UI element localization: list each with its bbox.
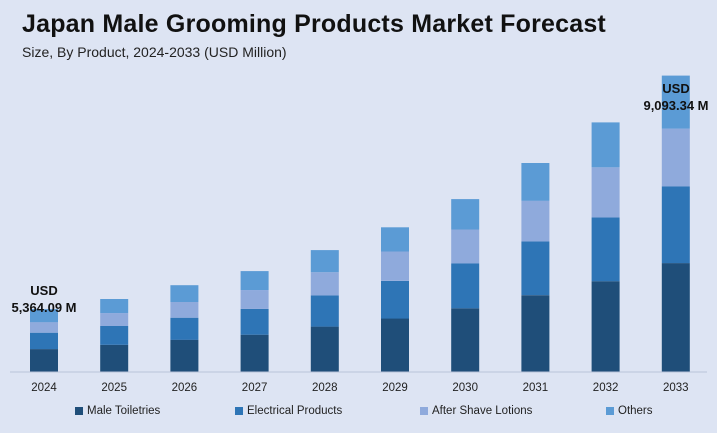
- bar-segment-electrical-products: [310, 295, 339, 327]
- legend-item: Male Toiletries: [75, 405, 160, 417]
- stacked-bar-chart: 2024 2025 2026 2027 2028 2029 2030 2031 2032 2033…: [10, 75, 709, 394]
- bar-segment-electrical-products: [30, 332, 58, 350]
- legend: Male Toiletries Electrical Products Afte…: [0, 405, 717, 429]
- bar-segment-after-shave-lotions: [661, 128, 690, 187]
- bar-segment-electrical-products: [661, 186, 690, 264]
- bar-segment-after-shave-lotions: [100, 313, 129, 326]
- last-total-currency: USD: [662, 81, 689, 96]
- chart-title: Japan Male Grooming Products Market Fore…: [22, 10, 606, 38]
- legend-label: Male Toiletries: [87, 405, 161, 417]
- bar-segment-electrical-products: [381, 280, 409, 319]
- bar-segment-electrical-products: [591, 217, 620, 282]
- bar-segment-others: [661, 75, 690, 129]
- x-tick-label: 2027: [242, 382, 268, 394]
- bar-segment-others: [381, 227, 409, 252]
- legend-item: Electrical Products: [235, 405, 342, 417]
- bar-segment-electrical-products: [240, 308, 269, 335]
- bar-segment-after-shave-lotions: [170, 302, 199, 318]
- x-tick-label: 2032: [593, 382, 619, 394]
- bar-segment-others: [310, 250, 339, 273]
- bar-segment-after-shave-lotions: [451, 229, 480, 264]
- bar-segment-male-toiletries: [381, 318, 409, 372]
- bar-segment-male-toiletries: [30, 349, 58, 372]
- bars-group: [30, 75, 690, 372]
- legend-item: After Shave Lotions: [420, 405, 532, 417]
- bar-segment-after-shave-lotions: [381, 251, 409, 281]
- bar-segment-others: [100, 299, 129, 314]
- x-tick-label: 2029: [382, 382, 408, 394]
- bar-segment-male-toiletries: [661, 263, 690, 372]
- bar-segment-after-shave-lotions: [240, 290, 269, 309]
- bar-segment-electrical-products: [521, 241, 550, 296]
- x-tick-label: 2024: [31, 382, 57, 394]
- x-tick-label: 2030: [452, 382, 478, 394]
- x-tick-label: 2025: [101, 382, 127, 394]
- legend-label: Electrical Products: [247, 405, 343, 417]
- bar-segment-others: [30, 309, 58, 323]
- legend-swatch: [75, 407, 83, 415]
- bar-segment-male-toiletries: [310, 326, 339, 372]
- bar-segment-electrical-products: [451, 263, 480, 309]
- x-tick-labels: 2024 2025 2026 2027 2028 2029 2030 2031 2032 2033: [31, 382, 688, 394]
- bar-segment-after-shave-lotions: [30, 322, 58, 333]
- bar-segment-electrical-products: [170, 317, 199, 340]
- bar-segment-after-shave-lotions: [591, 167, 620, 218]
- bar-segment-others: [240, 271, 269, 291]
- bar-segment-male-toiletries: [170, 339, 199, 372]
- bar-segment-others: [451, 199, 480, 230]
- bar-segment-male-toiletries: [451, 308, 480, 372]
- x-tick-label: 2031: [523, 382, 549, 394]
- x-tick-label: 2026: [172, 382, 198, 394]
- legend-swatch: [420, 407, 428, 415]
- legend-label: Others: [618, 405, 653, 417]
- bar-segment-male-toiletries: [240, 334, 269, 372]
- bar-segment-after-shave-lotions: [521, 200, 550, 242]
- bar-segment-others: [591, 122, 620, 168]
- bar-segment-male-toiletries: [591, 281, 620, 372]
- last-total-value: 9,093.34 M: [643, 98, 708, 113]
- x-tick-label: 2028: [312, 382, 338, 394]
- bar-segment-male-toiletries: [100, 344, 129, 372]
- legend-swatch: [235, 407, 243, 415]
- legend-label: After Shave Lotions: [432, 405, 533, 417]
- first-total-currency: USD: [30, 283, 57, 298]
- bar-segment-after-shave-lotions: [310, 272, 339, 296]
- bar-segment-male-toiletries: [521, 295, 550, 372]
- bar-segment-electrical-products: [100, 326, 129, 345]
- chart-subtitle: Size, By Product, 2024-2033 (USD Million…: [22, 44, 287, 60]
- x-tick-label: 2033: [663, 382, 689, 394]
- first-total-value: 5,364.09 M: [11, 300, 76, 315]
- legend-swatch: [606, 407, 614, 415]
- bar-segment-others: [170, 285, 199, 302]
- bar-segment-others: [521, 163, 550, 201]
- legend-item: Others: [606, 405, 653, 417]
